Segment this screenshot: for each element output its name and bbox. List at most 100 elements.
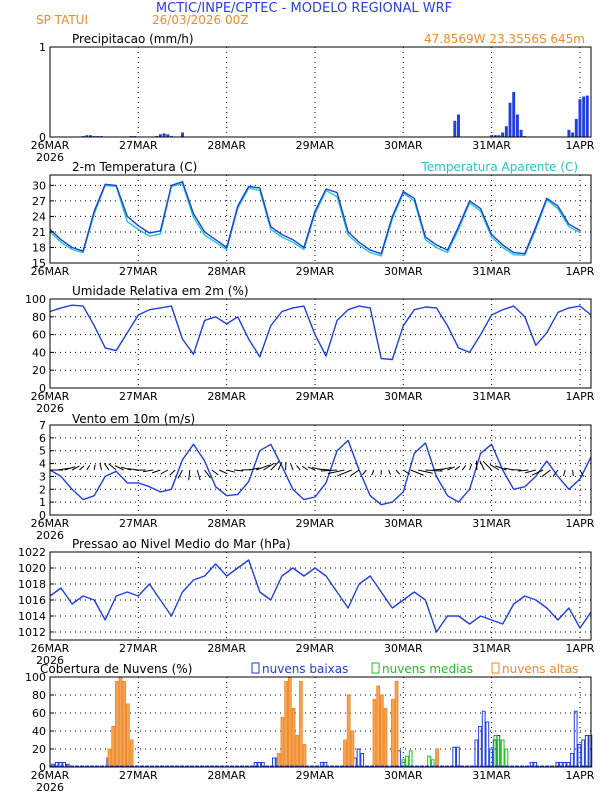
cloud-bar-2 bbox=[114, 681, 119, 768]
wind-arrow bbox=[71, 465, 80, 471]
cloud-bar-0 bbox=[356, 748, 361, 768]
wind-arrow bbox=[425, 469, 443, 472]
x-tick-label: 29MAR bbox=[296, 139, 335, 152]
chart-title: MCTIC/INPE/CPTEC - MODELO REGIONAL WRF bbox=[156, 1, 452, 16]
y-tick-label: 1 bbox=[39, 496, 46, 509]
y-tick-label: 0 bbox=[39, 382, 46, 395]
x-tick-label: 26MAR bbox=[31, 390, 70, 403]
panel-frame bbox=[49, 298, 592, 389]
cloud-bar-0 bbox=[360, 753, 365, 768]
wind-arrow bbox=[296, 465, 301, 471]
y-tick-label: 80 bbox=[32, 689, 46, 702]
precip-bar bbox=[89, 135, 92, 137]
x-tick-label: 26MAR bbox=[31, 517, 70, 530]
precip-bar bbox=[515, 114, 519, 137]
cloud-bar-2 bbox=[287, 676, 292, 768]
pressure-panel-title: Pressao ao Nivel Medio do Mar (hPa) bbox=[72, 537, 291, 551]
wind-arrow bbox=[219, 469, 228, 475]
wind-arrow bbox=[169, 469, 176, 476]
wind-arrow bbox=[552, 469, 559, 477]
cloud-bar-0 bbox=[570, 753, 574, 768]
x-tick-label: 29MAR bbox=[296, 769, 335, 782]
cloud-panel-title: Cobertura de Nuvens (%) bbox=[40, 662, 192, 676]
x-tick-label: 28MAR bbox=[207, 265, 246, 278]
precip-bar bbox=[181, 132, 184, 137]
wind-arrow bbox=[495, 465, 507, 471]
x-tick-label: 1APR bbox=[566, 265, 595, 278]
x-tick-label: 28MAR bbox=[207, 642, 246, 655]
precip-bar bbox=[512, 92, 516, 137]
panel-5: 0 20 40 60 80 100 26MAR 27MAR 28MAR 29MAR 30MAR 31M… bbox=[25, 671, 595, 792]
panel-frame bbox=[49, 551, 592, 641]
legend-mid-clouds: nuvens medias bbox=[382, 662, 473, 676]
y-tick-label: 20 bbox=[32, 364, 46, 377]
panel-frame bbox=[49, 424, 592, 516]
wind-arrow bbox=[86, 465, 91, 471]
wind-arrow bbox=[64, 466, 76, 471]
wind-arrow bbox=[475, 460, 478, 471]
cloud-bar-0 bbox=[485, 721, 490, 768]
cloud-bar-2 bbox=[107, 748, 112, 768]
year-label: 2026 bbox=[36, 151, 64, 164]
cloud-bar-2 bbox=[394, 681, 399, 768]
wind-arrow bbox=[248, 467, 260, 471]
wind-arrow bbox=[57, 467, 70, 471]
x-tick-label: 28MAR bbox=[207, 390, 246, 403]
wind-arrow bbox=[204, 469, 211, 479]
cloud-bar-2 bbox=[129, 739, 134, 768]
cloud-bar-2 bbox=[298, 681, 303, 768]
wind-arrow bbox=[188, 469, 191, 481]
wind-panel-title: Vento em 10m (m/s) bbox=[72, 412, 195, 426]
y-tick-label: 100 bbox=[25, 293, 46, 306]
wind-arrow bbox=[151, 469, 161, 474]
precip-bar bbox=[574, 119, 578, 137]
year-label: 2026 bbox=[36, 529, 64, 542]
cloud-bar-1 bbox=[497, 739, 501, 768]
wind-arrow bbox=[99, 462, 103, 471]
y-tick-label: 4 bbox=[39, 458, 46, 471]
series-line-0 bbox=[49, 304, 592, 361]
wind-arrow bbox=[531, 469, 544, 476]
x-tick-label: 28MAR bbox=[207, 769, 246, 782]
y-tick-label: 1014 bbox=[18, 610, 46, 623]
precip-bar bbox=[504, 126, 508, 137]
x-tick-label: 29MAR bbox=[296, 265, 335, 278]
x-tick-label: 1APR bbox=[566, 139, 595, 152]
series-line-0 bbox=[49, 559, 592, 633]
precip-bar bbox=[567, 129, 571, 137]
wind-arrow bbox=[103, 463, 110, 471]
x-tick-label: 31MAR bbox=[472, 517, 511, 530]
wind-arrow bbox=[479, 460, 485, 471]
y-tick-label: 27 bbox=[32, 195, 46, 208]
cloud-bar-0 bbox=[481, 710, 486, 768]
x-tick-label: 31MAR bbox=[472, 769, 511, 782]
wind-arrow bbox=[518, 469, 529, 472]
cloud-bar-1 bbox=[504, 748, 509, 768]
series-line-1 bbox=[49, 183, 581, 257]
panel-4: 1012 1014 1016 1018 1020 1022 26MAR 27MAR 28MAR 2… bbox=[18, 546, 595, 667]
cloud-bar-0 bbox=[489, 748, 493, 768]
wind-arrow bbox=[327, 469, 345, 475]
x-tick-label: 27MAR bbox=[119, 139, 158, 152]
cloud-bar-2 bbox=[302, 744, 307, 768]
wind-arrow bbox=[114, 465, 124, 471]
wind-arrow bbox=[337, 469, 352, 477]
x-tick-label: 26MAR bbox=[31, 642, 70, 655]
x-tick-label: 29MAR bbox=[296, 642, 335, 655]
y-tick-label: 1012 bbox=[18, 626, 46, 639]
cloud-bar-2 bbox=[390, 699, 395, 768]
cloud-bar-2 bbox=[122, 681, 127, 768]
y-tick-label: 40 bbox=[32, 346, 46, 359]
precip-bar bbox=[519, 129, 523, 137]
cloud-bar-2 bbox=[376, 685, 381, 768]
y-tick-label: 1022 bbox=[18, 546, 46, 559]
humidity-panel-title: Umidade Relativa em 2m (%) bbox=[72, 284, 249, 298]
y-tick-label: 5 bbox=[39, 445, 46, 458]
wind-arrow bbox=[489, 463, 500, 471]
y-tick-label: 0 bbox=[39, 761, 46, 774]
precip-bar bbox=[158, 134, 162, 137]
precip-bar bbox=[166, 134, 170, 137]
legend-swatch-low bbox=[251, 662, 260, 674]
x-tick-label: 1APR bbox=[566, 517, 595, 530]
legend-low-clouds: nuvens baixas bbox=[262, 662, 348, 676]
